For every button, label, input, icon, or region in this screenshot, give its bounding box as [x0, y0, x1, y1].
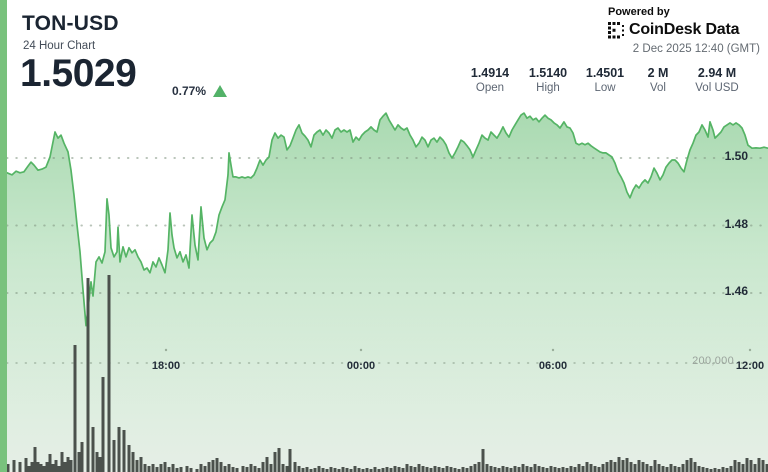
- coindesk-logo-icon: [608, 21, 624, 38]
- stat-low-value: 1.4501: [585, 66, 625, 80]
- chart-range-subtitle: 24 Hour Chart: [23, 40, 96, 52]
- x-axis-tick-06: 06:00: [538, 360, 568, 372]
- stat-high-label: High: [536, 82, 560, 94]
- x-axis-tick-12: 12:00: [735, 360, 765, 372]
- x-axis-tick-18: 18:00: [151, 360, 181, 372]
- stat-vol-usd-label: Vol USD: [695, 82, 739, 94]
- stat-high: 1.5140 High: [511, 66, 585, 94]
- stat-open-value: 1.4914: [470, 66, 510, 80]
- volume-axis-label: 200,000: [692, 355, 734, 367]
- price-change: 0.77%: [172, 84, 228, 98]
- powered-by-label: Powered by: [608, 6, 670, 18]
- brand-name: CoinDesk Data: [629, 21, 740, 38]
- accent-strip: [0, 0, 7, 472]
- change-percent: 0.77%: [172, 84, 207, 98]
- stat-open: 1.4914 Open: [453, 66, 527, 94]
- price-line: [6, 112, 768, 327]
- stat-open-label: Open: [475, 82, 505, 94]
- y-axis-tick-1-48: 1.48: [724, 216, 748, 231]
- stat-high-value: 1.5140: [528, 66, 568, 80]
- brand-row[interactable]: CoinDesk Data: [608, 21, 760, 39]
- arrow-up-icon: [213, 85, 228, 97]
- stat-vol-label: Vol: [650, 82, 666, 94]
- stat-low: 1.4501 Low: [568, 66, 642, 94]
- volume-bars: [1, 275, 768, 472]
- last-price: 1.5029: [20, 52, 137, 95]
- stat-vol-usd: 2.94 M Vol USD: [680, 66, 754, 94]
- stat-vol-value: 2 M: [647, 66, 669, 80]
- y-axis-tick-1-46: 1.46: [724, 284, 748, 298]
- stat-vol-usd-value: 2.94 M: [697, 66, 737, 80]
- timestamp: 2 Dec 2025 12:40 (GMT): [632, 43, 760, 55]
- stat-low-label: Low: [594, 82, 616, 94]
- pair-title: TON-USD: [22, 12, 119, 35]
- x-axis-tick-00: 00:00: [346, 360, 376, 372]
- gridlines: [6, 157, 768, 364]
- stat-vol: 2 M Vol: [621, 66, 695, 94]
- branding-block: Powered by CoinDesk Data 2 Dec 2025 12:4…: [608, 6, 760, 55]
- y-axis-tick-1-50: 1.50: [724, 149, 748, 163]
